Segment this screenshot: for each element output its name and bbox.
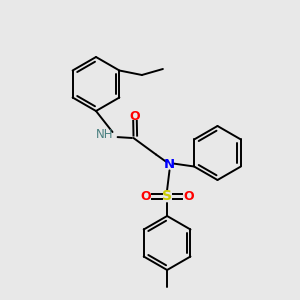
Text: O: O [140,190,151,203]
Text: N: N [164,158,175,172]
Text: NH: NH [96,128,113,142]
Text: O: O [183,190,194,203]
Text: S: S [162,190,172,203]
Text: O: O [130,110,140,123]
